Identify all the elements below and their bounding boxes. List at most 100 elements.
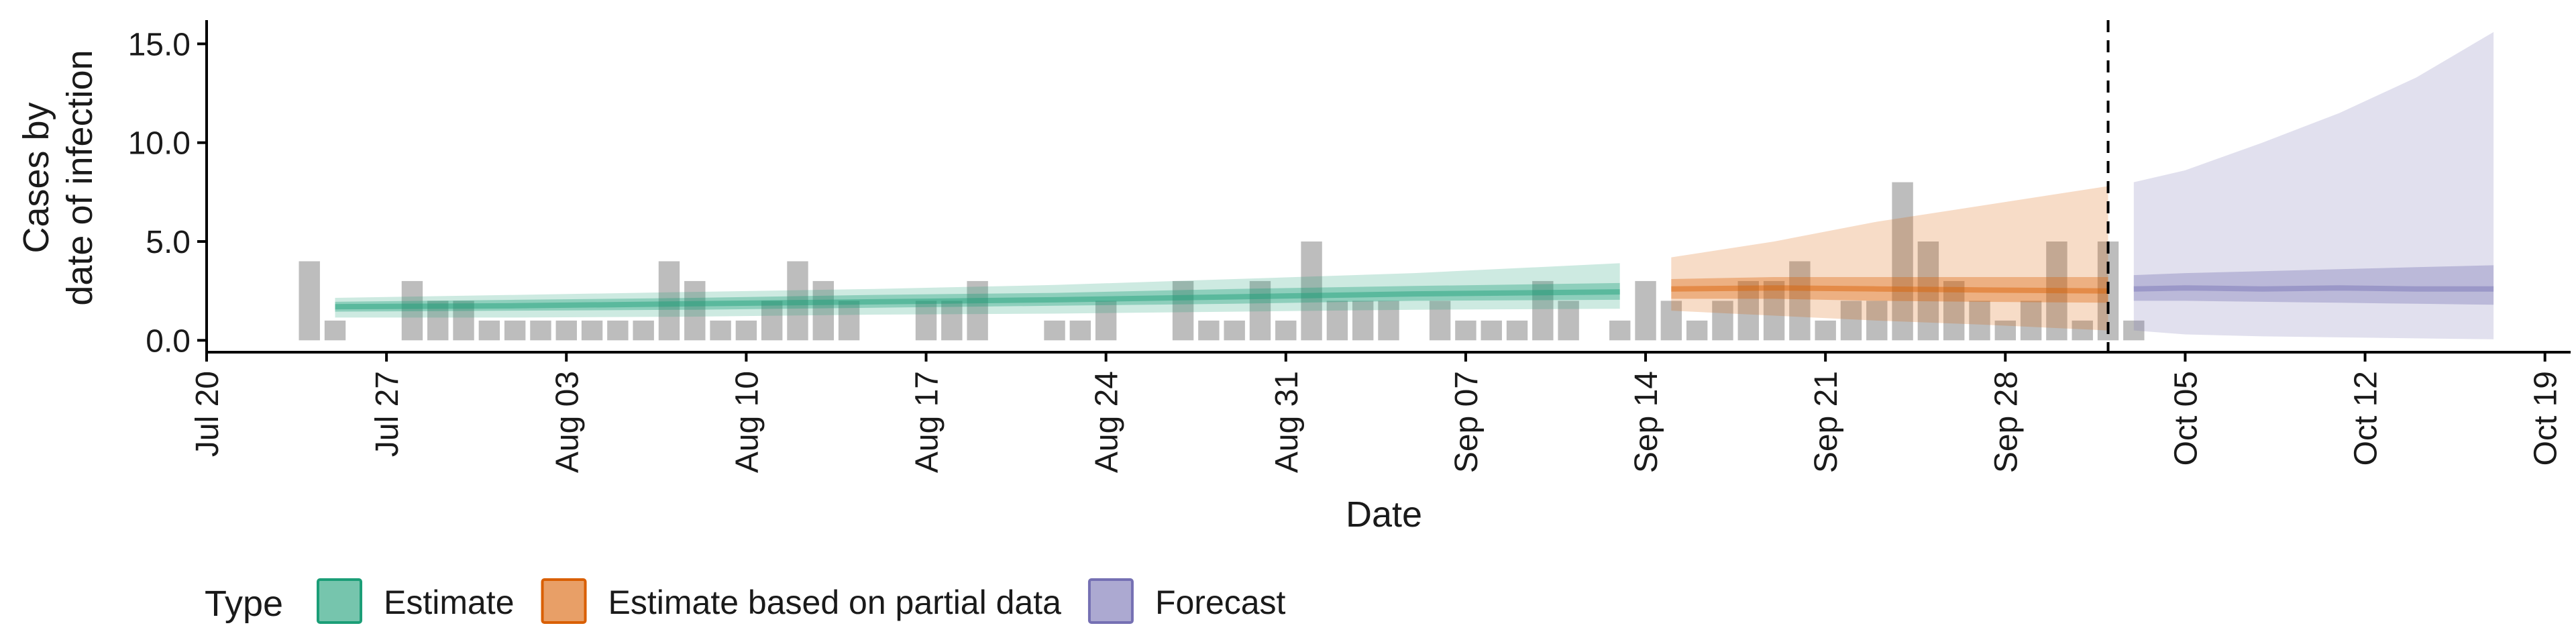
case-bar — [607, 320, 629, 341]
x-tick-label: Aug 24 — [1089, 371, 1125, 473]
x-tick-label: Aug 17 — [910, 371, 945, 473]
case-bar — [478, 320, 500, 341]
case-bar — [1943, 280, 1965, 341]
case-bar — [324, 320, 346, 341]
case-bar — [1558, 301, 1579, 341]
case-bar — [1737, 280, 1759, 341]
case-bar — [1789, 261, 1811, 341]
case-bar — [555, 320, 577, 341]
case-bar — [1609, 320, 1631, 341]
y-tick-label: 15.0 — [128, 27, 191, 62]
estimate-bands — [335, 32, 2494, 339]
reported-cases-bars — [299, 182, 2145, 341]
legend-items: Estimate Estimate based on partial data Fo… — [317, 578, 1286, 624]
forecast-outer-band — [2133, 32, 2494, 339]
case-bar — [812, 280, 835, 341]
case-bar — [915, 301, 937, 341]
legend-label-estimate-based-on-partial-data: Estimate based on partial data — [608, 584, 1062, 621]
case-bar — [581, 320, 603, 341]
x-tick-label: Aug 03 — [549, 371, 585, 473]
forecast-inner-band — [2133, 265, 2494, 305]
case-bar — [1044, 320, 1065, 341]
estimate-inner-band — [335, 282, 1620, 312]
legend-key-estimate-based-on-partial-data — [541, 578, 587, 624]
case-bar — [1686, 320, 1708, 341]
case-bar — [1660, 301, 1682, 341]
case-bar — [1506, 320, 1528, 341]
case-bar — [1172, 280, 1194, 341]
case-bar — [787, 261, 808, 341]
estimate-based-on-partial-data-outer-band — [1671, 186, 2108, 331]
y-axis-ticks: 0.0 5.0 10.0 15.0 — [128, 27, 207, 359]
legend-label-estimate: Estimate — [384, 584, 515, 621]
x-tick-label: Sep 07 — [1449, 371, 1485, 473]
x-tick-label: Sep 21 — [1809, 371, 1844, 473]
case-bar — [1378, 301, 1399, 341]
x-tick-label: Aug 31 — [1269, 371, 1305, 473]
case-bar — [1455, 320, 1477, 341]
estimate-outer-band — [335, 263, 1620, 318]
case-bar — [761, 301, 783, 341]
case-bar — [1224, 320, 1245, 341]
case-bar — [1352, 301, 1374, 341]
case-bar — [684, 280, 706, 341]
case-bar — [658, 261, 680, 341]
case-bar — [1892, 182, 1913, 341]
case-bar — [1635, 280, 1656, 341]
y-tick-label: 5.0 — [146, 225, 191, 260]
case-bar — [1712, 301, 1733, 341]
case-bar — [1275, 320, 1297, 341]
case-bar — [2123, 320, 2145, 341]
case-bar — [504, 320, 526, 341]
case-bar — [2072, 320, 2093, 341]
case-bar — [1301, 241, 1322, 341]
case-bar — [941, 301, 963, 341]
case-bar — [1840, 301, 1862, 341]
x-tick-label: Oct 19 — [2528, 371, 2564, 466]
median-lines — [335, 285, 2494, 310]
legend-key-estimate — [317, 578, 362, 624]
case-bar — [1249, 280, 1271, 341]
legend-label-forecast: Forecast — [1155, 584, 1286, 621]
case-bar — [427, 301, 449, 341]
case-bar — [1866, 301, 1888, 341]
case-bar — [1532, 280, 1554, 341]
x-tick-label: Aug 10 — [729, 371, 765, 473]
case-bar — [453, 301, 474, 341]
case-bar — [1763, 280, 1785, 341]
x-tick-label: Sep 14 — [1629, 371, 1664, 473]
y-axis-title-line2: date of infection — [60, 50, 100, 305]
legend: Type Estimate Estimate based on partial d… — [205, 578, 1286, 624]
case-bar — [1994, 320, 2017, 341]
x-axis-ticks: Jul 20 Jul 27 Aug 03 Aug 10 Aug 17 Aug 24 Aug … — [190, 352, 2564, 473]
case-bar — [401, 280, 423, 341]
y-tick-label: 0.0 — [146, 323, 191, 359]
legend-title: Type — [205, 584, 283, 624]
case-bar — [1917, 241, 1939, 341]
case-bar — [633, 320, 654, 341]
case-bar — [838, 301, 860, 341]
case-bar — [967, 280, 988, 341]
estimate-median-line — [335, 289, 1620, 310]
y-axis-title-line1: Cases by — [16, 102, 56, 253]
case-bar — [735, 320, 757, 341]
case-bar — [1969, 301, 1990, 341]
case-bar — [1429, 301, 1451, 341]
x-tick-label: Jul 20 — [190, 371, 225, 457]
legend-key-forecast — [1087, 578, 1134, 624]
case-bar — [1069, 320, 1091, 341]
x-tick-label: Oct 12 — [2349, 371, 2384, 466]
case-bar — [530, 320, 551, 341]
case-bar — [299, 261, 320, 341]
case-bar — [1095, 301, 1117, 341]
case-bar — [1198, 320, 1220, 341]
case-bar — [710, 320, 731, 341]
x-tick-label: Sep 28 — [1988, 371, 2024, 473]
case-bar — [1326, 301, 1348, 341]
x-tick-label: Oct 05 — [2168, 371, 2204, 466]
x-tick-label: Jul 27 — [370, 371, 405, 457]
case-bar — [2020, 301, 2042, 341]
estimate-based-on-partial-data-median-line — [1671, 285, 2108, 294]
case-bar — [1815, 320, 1836, 341]
